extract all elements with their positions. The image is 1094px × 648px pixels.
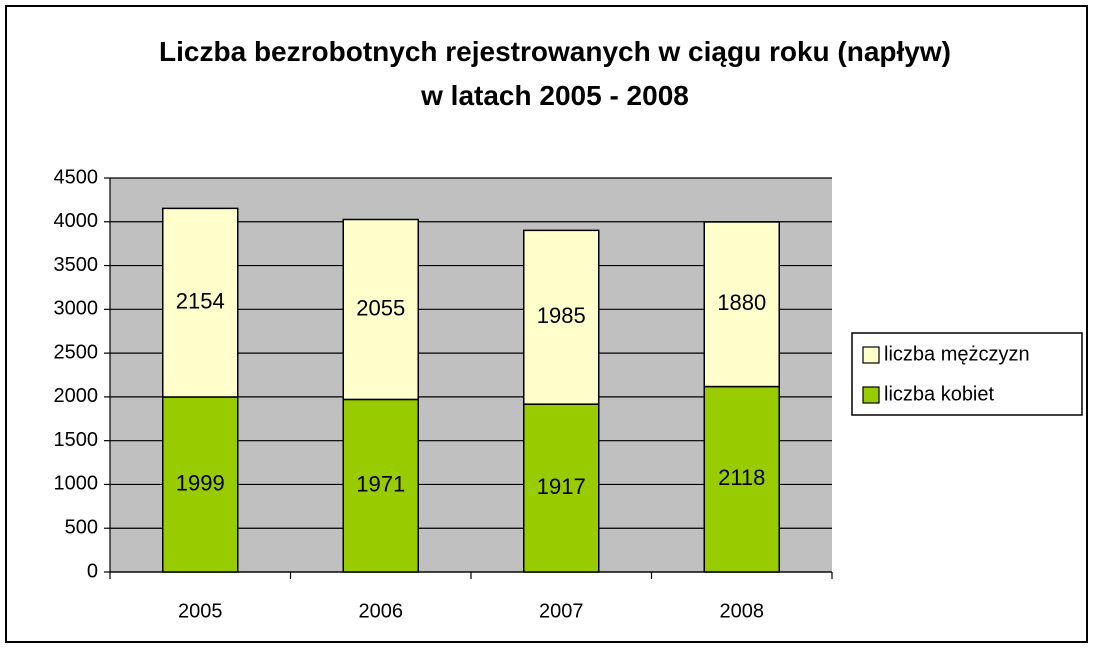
y-tick-label: 3500	[54, 254, 99, 276]
value-label: 1971	[356, 472, 405, 497]
bar-segment	[703, 221, 780, 388]
value-label: 2055	[356, 295, 405, 320]
bar-segment	[523, 403, 600, 573]
chart-title: Liczba bezrobotnych rejestrowanych w cią…	[159, 36, 951, 111]
value-label: 1985	[537, 303, 586, 328]
y-tick-label: 3000	[54, 298, 99, 320]
bar-segment	[162, 207, 239, 398]
value-label: 1917	[537, 474, 586, 499]
y-tick-label: 4500	[54, 166, 99, 188]
x-tick-label: 2005	[178, 600, 223, 622]
y-tick-label: 2500	[54, 341, 99, 363]
x-tick-label: 2006	[359, 600, 404, 622]
x-tick-label: 2007	[539, 600, 584, 622]
y-tick-label: 0	[87, 560, 98, 582]
value-label: 1880	[717, 290, 766, 315]
legend-swatch	[862, 346, 880, 364]
x-tick-label: 2008	[720, 600, 765, 622]
bar-segment	[342, 218, 419, 401]
y-tick-label: 2000	[54, 385, 99, 407]
y-tick-label: 4000	[54, 210, 99, 232]
bar-segment	[342, 398, 419, 573]
legend-label: liczba kobiet	[884, 383, 995, 405]
value-label: 2118	[718, 465, 765, 490]
legend-label: liczba mężczyzn	[884, 343, 1030, 365]
legend-box	[851, 332, 1083, 416]
value-label: 2154	[176, 288, 225, 313]
value-label: 1999	[176, 470, 225, 495]
bar-segment	[523, 229, 600, 405]
bar-segment	[162, 396, 239, 573]
bar-segment	[703, 385, 780, 573]
legend-swatch	[862, 386, 880, 404]
y-tick-label: 1500	[54, 429, 99, 451]
y-tick-label: 1000	[54, 473, 99, 495]
y-tick-label: 500	[65, 517, 98, 539]
